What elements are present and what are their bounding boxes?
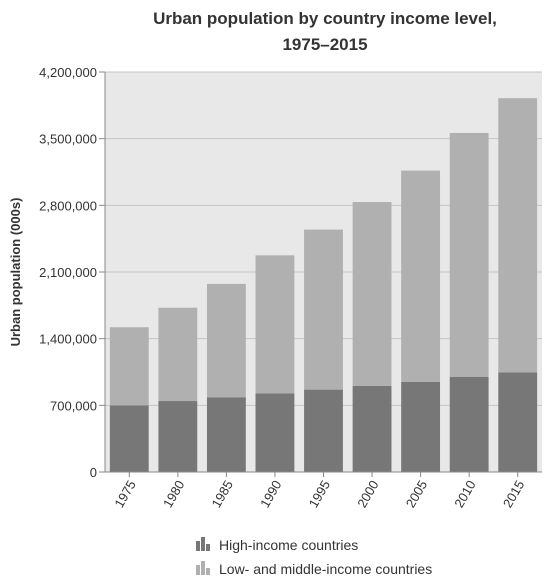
bar-low-middle-income-2015 — [498, 98, 538, 373]
bar-high-income-1990 — [255, 393, 295, 472]
chart-title-line-1: Urban population by country income level… — [153, 9, 497, 28]
x-tick-label: 2010 — [451, 478, 478, 511]
y-tick-label: 2,100,000 — [39, 265, 97, 280]
bar-chart-icon — [196, 537, 210, 551]
bar-high-income-1985 — [206, 397, 246, 472]
y-tick-label: 3,500,000 — [39, 132, 97, 147]
x-tick-label: 1985 — [209, 478, 236, 511]
chart-title-line-2: 1975–2015 — [282, 35, 367, 54]
bar-low-middle-income-1975 — [109, 327, 149, 406]
x-tick-label: 2005 — [403, 478, 430, 511]
legend-label: High-income countries — [219, 537, 358, 553]
x-tick-label: 1995 — [306, 478, 333, 511]
y-tick-label: 2,800,000 — [39, 198, 97, 213]
bar-high-income-2005 — [401, 382, 441, 472]
bar-low-middle-income-2005 — [401, 170, 441, 382]
bar-high-income-2010 — [449, 376, 489, 472]
x-tick-label: 1975 — [111, 478, 138, 511]
x-tick-labels: 1975 1980 1985 1990 1995 2000 2005 2010 2015 — [111, 472, 527, 510]
y-axis-label: Urban population (000s) — [8, 198, 23, 347]
bar-low-middle-income-1985 — [206, 283, 246, 398]
x-tick-label: 1980 — [160, 478, 187, 511]
bar-high-income-2015 — [498, 372, 538, 472]
bars — [109, 98, 538, 472]
x-tick-label: 1990 — [257, 478, 284, 511]
legend-item-low-middle-income: Low- and middle-income countries — [196, 561, 432, 577]
bar-high-income-1995 — [304, 389, 343, 472]
legend-item-high-income: High-income countries — [196, 537, 358, 553]
y-tick-label: 4,200,000 — [39, 65, 97, 80]
bar-low-middle-income-2000 — [352, 202, 392, 386]
legend: High-income countries Low- and middle-inc… — [196, 537, 432, 577]
y-tick-label: 700,000 — [50, 398, 97, 413]
bar-low-middle-income-1995 — [304, 229, 343, 390]
bar-high-income-2000 — [352, 385, 392, 472]
bar-low-middle-income-2010 — [449, 132, 489, 377]
bar-low-middle-income-1990 — [255, 255, 295, 394]
x-tick-label: 2015 — [500, 478, 527, 511]
y-tick-label: 1,400,000 — [39, 332, 97, 347]
y-tick-label: 0 — [90, 465, 97, 480]
y-tick-labels: 0 700,000 1,400,000 2,100,000 2,800,000 3,500… — [39, 65, 97, 480]
legend-label: Low- and middle-income countries — [219, 561, 432, 577]
bar-high-income-1980 — [158, 401, 198, 472]
bar-chart-icon — [196, 561, 210, 575]
x-tick-label: 2000 — [354, 478, 381, 511]
chart-title: Urban population by country income level… — [153, 9, 497, 54]
bar-low-middle-income-1980 — [158, 307, 198, 402]
bar-high-income-1975 — [109, 405, 149, 472]
